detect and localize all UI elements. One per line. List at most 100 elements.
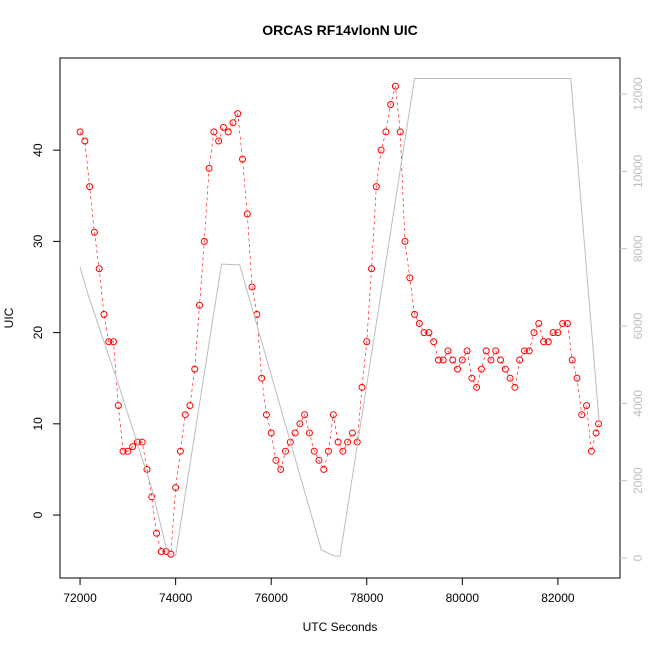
data-point bbox=[439, 356, 447, 364]
data-point bbox=[239, 155, 247, 163]
data-point bbox=[344, 438, 352, 446]
data-point bbox=[305, 429, 313, 437]
data-point bbox=[401, 237, 409, 245]
data-point bbox=[363, 338, 371, 346]
data-point bbox=[124, 447, 132, 455]
x-tick-label: 82000 bbox=[541, 591, 575, 605]
data-point bbox=[415, 319, 423, 327]
data-point bbox=[186, 402, 194, 410]
data-point bbox=[291, 429, 299, 437]
y-tick-label: 20 bbox=[31, 326, 45, 340]
data-point bbox=[578, 411, 586, 419]
data-point bbox=[535, 319, 543, 327]
data-point bbox=[277, 465, 285, 473]
data-point bbox=[594, 420, 602, 428]
data-point bbox=[358, 383, 366, 391]
data-point bbox=[229, 119, 237, 127]
data-point bbox=[282, 447, 290, 455]
data-point bbox=[482, 347, 490, 355]
y2-tick-label: 8000 bbox=[631, 235, 645, 262]
y-tick-label: 40 bbox=[31, 143, 45, 157]
data-point bbox=[90, 228, 98, 236]
data-point bbox=[530, 329, 538, 337]
data-point bbox=[167, 550, 175, 558]
data-point bbox=[511, 383, 519, 391]
data-point bbox=[119, 447, 127, 455]
data-point bbox=[348, 429, 356, 437]
data-point bbox=[406, 274, 414, 282]
data-point bbox=[86, 183, 94, 191]
y2-tick-label: 2000 bbox=[631, 467, 645, 494]
x-axis-label: UTC Seconds bbox=[303, 620, 378, 634]
data-point bbox=[339, 447, 347, 455]
data-point bbox=[587, 447, 595, 455]
data-point bbox=[449, 356, 457, 364]
data-point bbox=[329, 411, 337, 419]
data-point bbox=[420, 329, 428, 337]
data-point bbox=[458, 356, 466, 364]
data-point bbox=[463, 347, 471, 355]
data-point bbox=[468, 374, 476, 382]
data-point bbox=[391, 82, 399, 90]
y-tick-label: 10 bbox=[31, 417, 45, 431]
data-point bbox=[224, 128, 232, 136]
data-point bbox=[506, 374, 514, 382]
data-point bbox=[368, 265, 376, 273]
data-point bbox=[258, 374, 266, 382]
data-point bbox=[114, 402, 122, 410]
data-point bbox=[215, 137, 223, 145]
data-point bbox=[477, 365, 485, 373]
data-point bbox=[296, 420, 304, 428]
data-point bbox=[525, 347, 533, 355]
data-point bbox=[191, 365, 199, 373]
data-point bbox=[425, 329, 433, 337]
x-tick-label: 74000 bbox=[159, 591, 193, 605]
data-point bbox=[473, 383, 481, 391]
data-point bbox=[549, 329, 557, 337]
data-point bbox=[382, 128, 390, 136]
data-point bbox=[219, 123, 227, 131]
data-point bbox=[540, 338, 548, 346]
data-point bbox=[396, 128, 404, 136]
data-point bbox=[573, 374, 581, 382]
y-tick-label: 0 bbox=[31, 511, 45, 518]
data-point bbox=[76, 128, 84, 136]
y2-tick-label: 10000 bbox=[631, 154, 645, 188]
data-point bbox=[516, 356, 524, 364]
series-line bbox=[79, 78, 600, 557]
data-point bbox=[205, 164, 213, 172]
data-point bbox=[110, 338, 118, 346]
data-point bbox=[325, 447, 333, 455]
data-point bbox=[583, 402, 591, 410]
data-point bbox=[559, 319, 567, 327]
plot-frame bbox=[59, 57, 621, 579]
data-point bbox=[129, 443, 137, 451]
y-tick-label: 30 bbox=[31, 234, 45, 248]
data-point bbox=[200, 237, 208, 245]
data-point bbox=[157, 548, 165, 556]
data-point bbox=[377, 146, 385, 154]
data-point bbox=[272, 456, 280, 464]
data-point bbox=[172, 484, 180, 492]
series-line bbox=[79, 86, 599, 555]
data-point bbox=[492, 347, 500, 355]
chart-title: ORCAS RF14vlonN UIC bbox=[262, 22, 418, 38]
data-point bbox=[100, 310, 108, 318]
data-point bbox=[148, 493, 156, 501]
data-point bbox=[430, 338, 438, 346]
data-point bbox=[105, 338, 113, 346]
y2-tick-label: 12000 bbox=[631, 77, 645, 111]
data-point bbox=[568, 356, 576, 364]
data-point bbox=[81, 137, 89, 145]
data-point bbox=[372, 183, 380, 191]
data-point bbox=[153, 529, 161, 537]
y2-tick-label: 4000 bbox=[631, 390, 645, 417]
x-tick-label: 78000 bbox=[350, 591, 384, 605]
data-point bbox=[181, 411, 189, 419]
data-point bbox=[554, 329, 562, 337]
data-point bbox=[262, 411, 270, 419]
data-point bbox=[434, 356, 442, 364]
data-point bbox=[320, 465, 328, 473]
